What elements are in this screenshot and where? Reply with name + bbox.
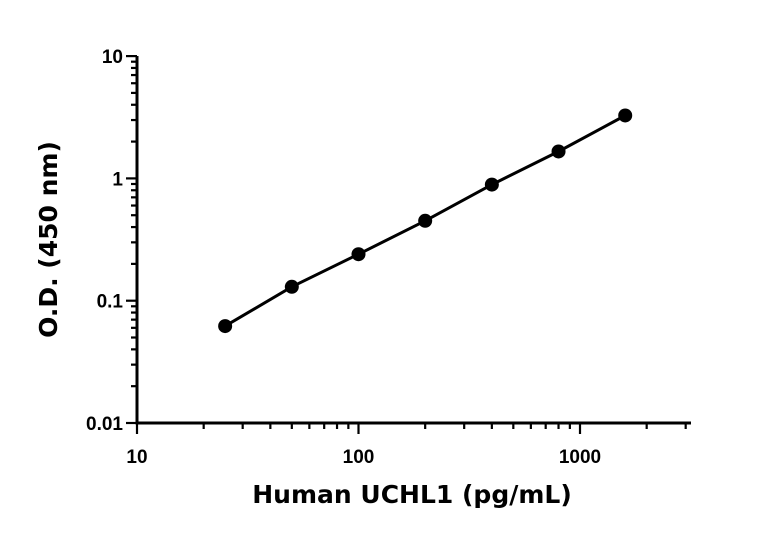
data-point xyxy=(618,108,633,123)
data-point xyxy=(484,177,499,192)
data-point xyxy=(351,247,366,262)
axes xyxy=(135,56,691,425)
axis-ticks: 0.01 0.1 1 10 10 100 1000 xyxy=(86,47,687,468)
y-tick-label: 0.01 xyxy=(86,414,123,435)
data-point xyxy=(551,144,566,159)
y-tick-label: 1 xyxy=(112,169,123,190)
y-tick-label: 10 xyxy=(102,47,123,68)
data-point xyxy=(418,213,433,228)
data-point xyxy=(218,319,233,334)
x-tick-label: 100 xyxy=(343,447,375,468)
data-series xyxy=(218,108,633,334)
x-tick-label: 10 xyxy=(126,447,147,468)
y-axis-title: O.D. (450 nm) xyxy=(34,141,63,338)
x-axis-title: Human UCHL1 (pg/mL) xyxy=(252,480,572,509)
y-tick-label: 0.1 xyxy=(97,292,124,313)
data-point xyxy=(284,279,299,294)
x-tick-label: 1000 xyxy=(559,447,601,468)
